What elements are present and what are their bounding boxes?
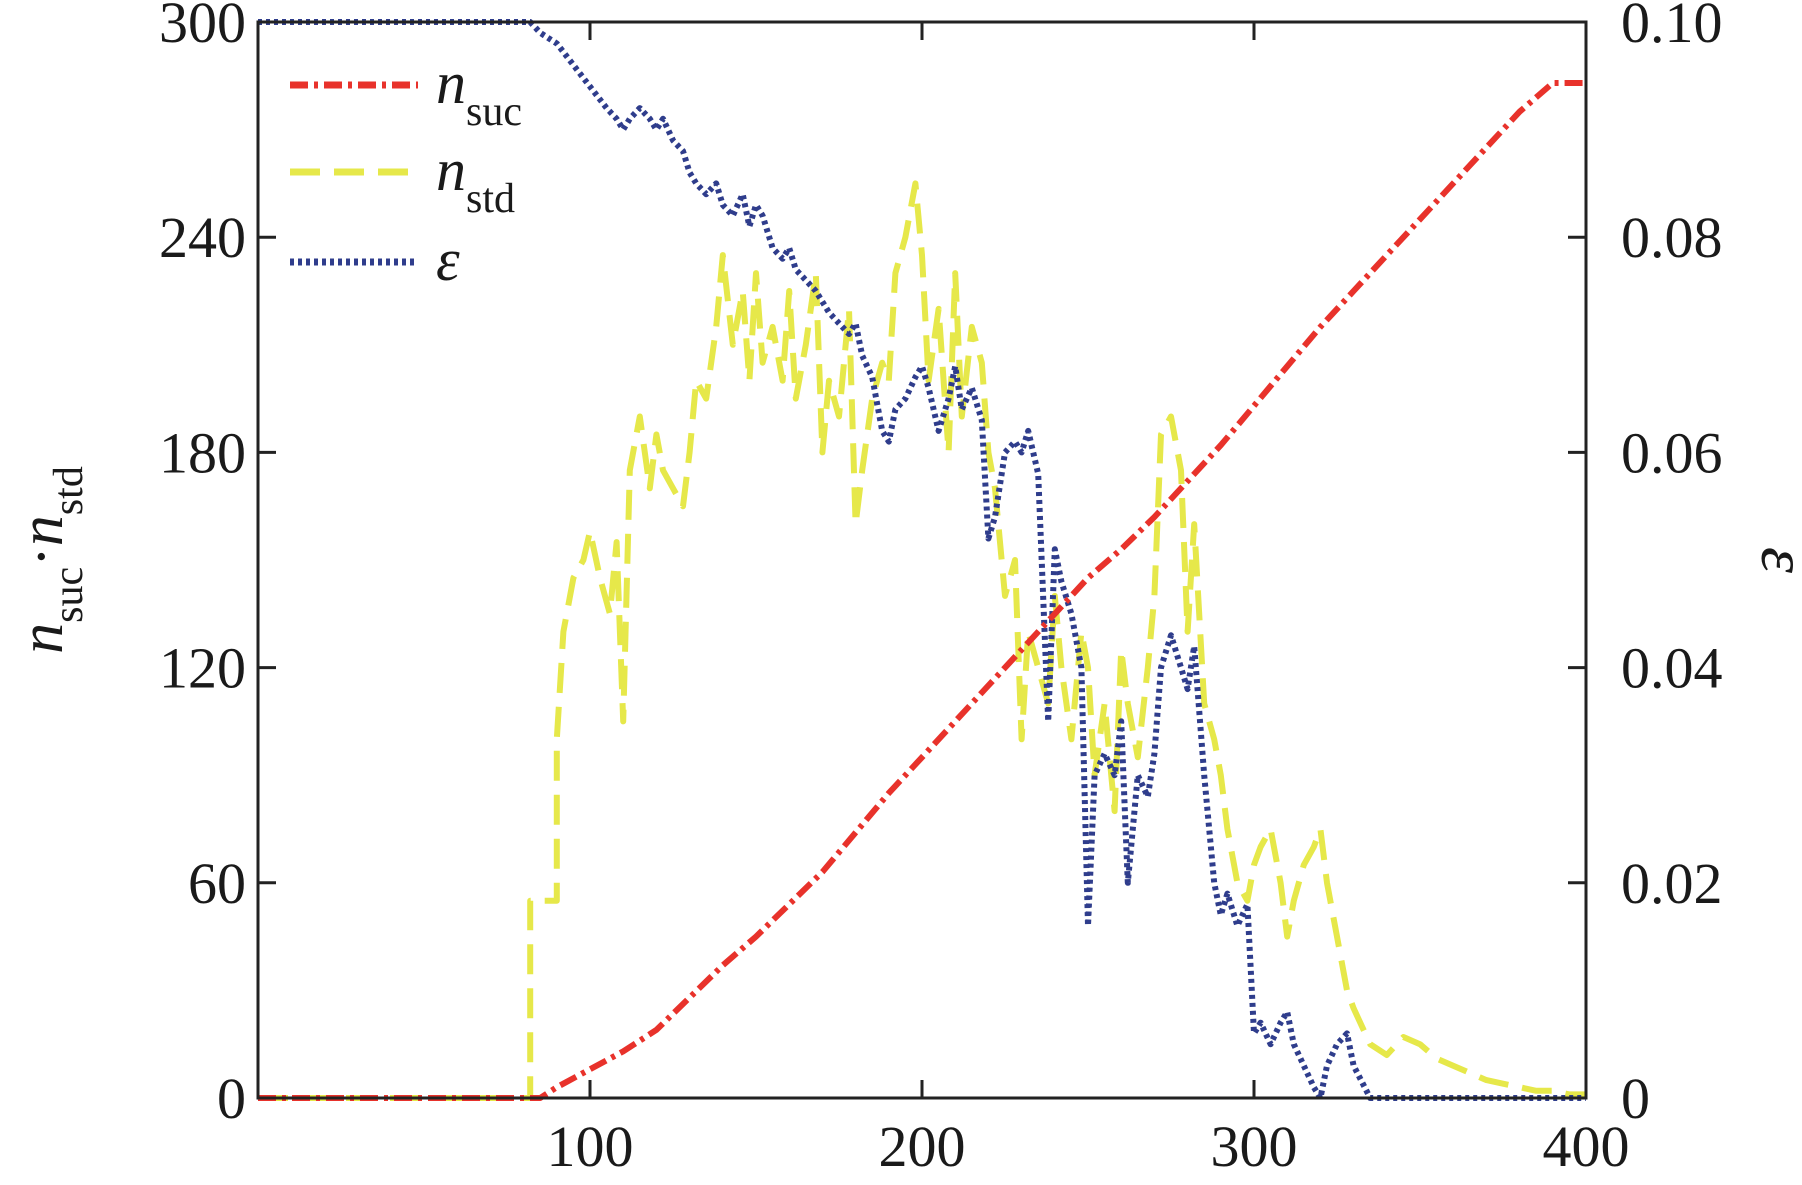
series-line-n-std [258,180,1586,1101]
y-right-tick-label: 0.06 [1621,420,1723,485]
y-right-tick-label: 0.04 [1621,636,1723,701]
y-right-axis-label: ε [1747,547,1802,573]
x-tick-label: 100 [547,1114,634,1179]
x-tick-label: 200 [879,1114,966,1179]
ticks-group: 100 200 300 40006012018024030000.020.040.06… [159,0,1723,1179]
axis-labels: nsuc·nstd ε [8,466,1802,654]
series-group [258,19,1586,1101]
x-tick-label: 300 [1211,1114,1298,1179]
legend-label-n-suc: nsuc [436,50,522,135]
y-left-tick-label: 300 [159,0,246,55]
y-left-tick-label: 120 [159,636,246,701]
y-left-tick-label: 0 [217,1066,246,1131]
y-left-tick-label: 60 [188,851,246,916]
y-right-tick-label: 0.02 [1621,851,1723,916]
series-line-epsilon [258,19,1586,1101]
y-left-tick-label: 180 [159,420,246,485]
y-right-tick-label: 0.10 [1621,0,1723,55]
plot-area [258,22,1586,1098]
y-left-tick-label: 240 [159,205,246,270]
y-right-tick-label: 0.08 [1621,205,1723,270]
y-left-axis-label: nsuc·nstd [8,466,92,654]
legend-label-n-std: nstd [436,137,515,222]
y-right-tick-label: 0 [1621,1066,1650,1131]
plot-background [258,22,1586,1098]
x-tick-label: 400 [1543,1114,1630,1179]
series-line-n-suc [258,80,1586,1101]
legend-label-epsilon: ε [436,227,460,293]
